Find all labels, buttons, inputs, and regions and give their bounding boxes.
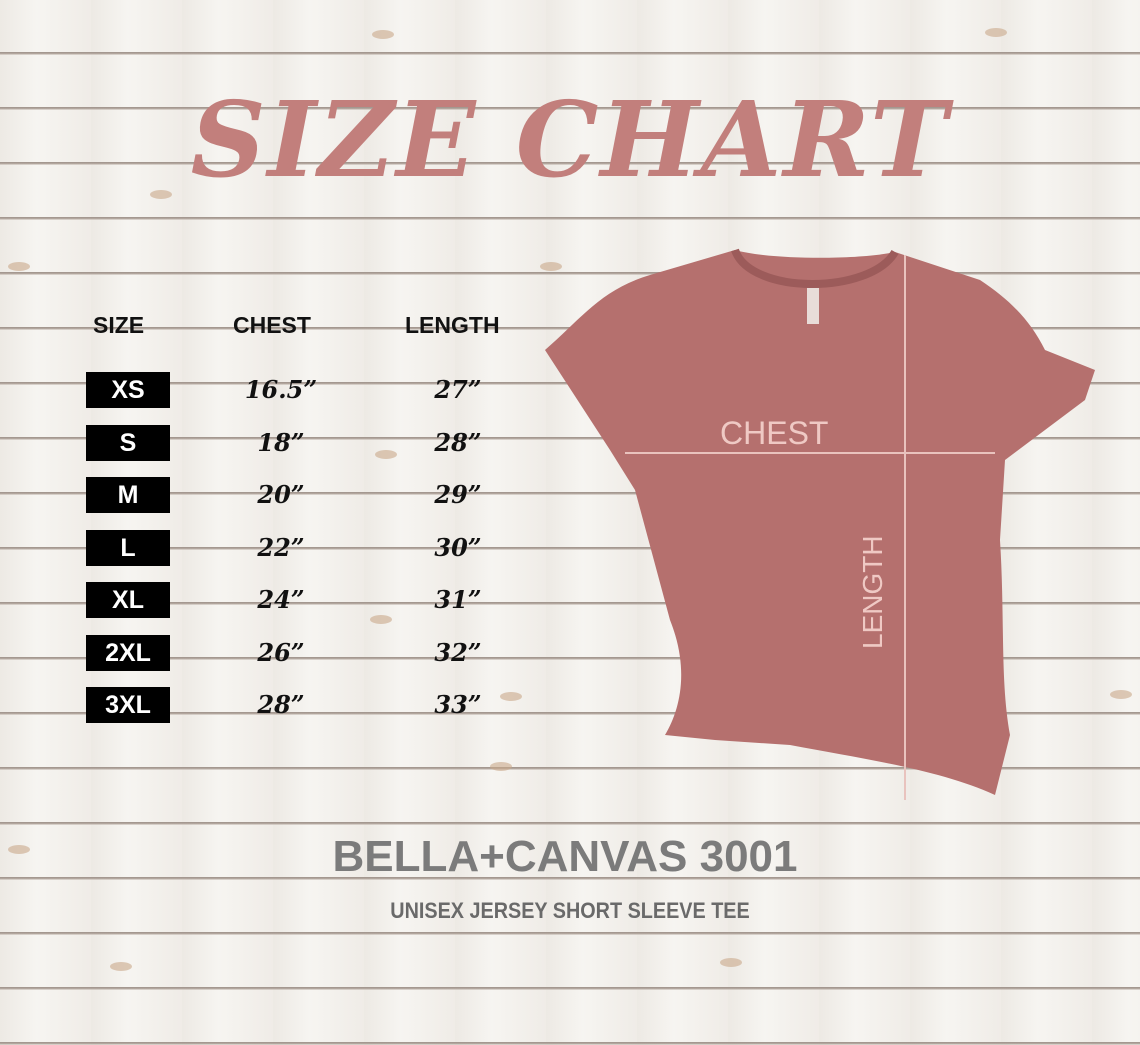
chest-value: 26” bbox=[257, 637, 305, 667]
size-badge: XS bbox=[86, 372, 170, 408]
length-value: 33” bbox=[434, 690, 482, 719]
product-subtitle: UNISEX JERSEY SHORT SLEEVE TEE bbox=[390, 898, 750, 923]
length-value: 29” bbox=[434, 480, 482, 509]
table-row: L 22” 30” bbox=[86, 529, 586, 566]
size-badge: L bbox=[86, 529, 170, 566]
tshirt-body bbox=[545, 250, 1095, 795]
tshirt-collar bbox=[731, 248, 899, 288]
header-size: SIZE bbox=[93, 312, 145, 338]
table-row: 2XL 26” 32” bbox=[86, 634, 586, 671]
page-title: SIZE CHART bbox=[190, 78, 950, 201]
chest-value: 28” bbox=[257, 690, 305, 719]
length-label: LENGTH bbox=[857, 535, 888, 649]
header-chest: CHEST bbox=[233, 312, 311, 338]
table-row: XL 24” 31” bbox=[86, 582, 586, 618]
chest-value: 24” bbox=[257, 585, 305, 614]
chest-value: 16.5” bbox=[244, 375, 318, 404]
brand-name: BELLA+CANVAS 3001 bbox=[332, 832, 798, 881]
chest-value: 20” bbox=[257, 480, 305, 509]
length-value: 30” bbox=[434, 532, 482, 562]
length-value: 32” bbox=[434, 637, 482, 667]
table-row: S 18” 28” bbox=[86, 424, 586, 461]
size-badge: S bbox=[86, 424, 170, 461]
chest-value: 18” bbox=[257, 427, 305, 457]
length-value: 28” bbox=[434, 427, 482, 457]
tshirt-tag bbox=[807, 288, 819, 324]
table-row: M 20” 29” bbox=[86, 477, 586, 513]
chest-value: 22” bbox=[257, 532, 305, 562]
tshirt-image bbox=[545, 248, 1095, 800]
size-badge: 2XL bbox=[86, 634, 170, 671]
table-row: 3XL 28” 33” bbox=[86, 687, 586, 723]
table-row: XS 16.5” 27” bbox=[86, 372, 586, 408]
length-value: 31” bbox=[434, 585, 482, 614]
length-value: 27” bbox=[434, 375, 482, 404]
size-badge: XL bbox=[86, 582, 170, 618]
chest-label: CHEST bbox=[720, 415, 829, 451]
size-badge: 3XL bbox=[86, 687, 170, 723]
header-length: LENGTH bbox=[405, 312, 500, 338]
size-badge: M bbox=[86, 477, 170, 513]
